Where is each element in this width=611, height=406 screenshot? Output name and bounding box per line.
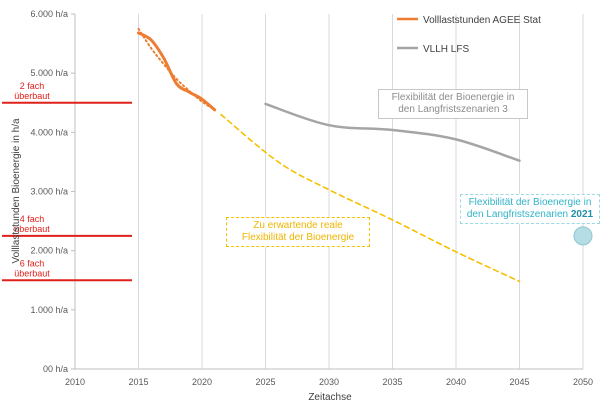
y-tick-label: 4.000 h/a (30, 127, 68, 137)
overbuild-marker-label: überbaut (14, 224, 50, 234)
x-tick-labels: 2010 2015 2020 2025 2030 2035 2040 2045 2050 (65, 377, 593, 387)
annotation-real-flexibility: Zu erwartende reale Flexibilität der Bio… (226, 217, 370, 247)
y-tick-label: 00 h/a (43, 364, 68, 374)
x-tick-label: 2040 (446, 377, 466, 387)
annotation-blue-line-2: den Langfristszenarien 2021 (464, 209, 596, 221)
overbuild-marker-label: 2 fach (20, 81, 45, 91)
legend-label-vllh: VLLH LFS (423, 44, 469, 55)
annotation-yellow-line-2: Flexibilität der Bioenergie (241, 232, 355, 243)
legend: Volllaststunden AGEE Stat VLLH LFS (397, 15, 541, 55)
x-tick-label: 2035 (382, 377, 402, 387)
annotation-blue-year: 2021 (570, 209, 594, 220)
overbuild-marker-label: überbaut (14, 91, 50, 101)
x-tick-label: 2010 (65, 377, 85, 387)
x-tick-label: 2045 (509, 377, 529, 387)
y-tick-label: 3.000 h/a (30, 187, 68, 197)
y-tick-labels: 00 h/a 1.000 h/a 2.000 h/a 3.000 h/a 4.000 h… (30, 9, 68, 374)
annotation-langfristszenarien-3: Flexibilität der Bioenergie in den Langf… (378, 89, 528, 119)
overbuild-marker-label: 6 fach (20, 258, 45, 268)
series-lines (137, 27, 521, 283)
y-tick-label: 2.000 h/a (30, 246, 68, 256)
x-axis-title: Zeitachse (308, 392, 352, 403)
x-tick-label: 2030 (319, 377, 339, 387)
grid-lines (138, 14, 584, 369)
annotation-blue-text: den Langfristszenarien (466, 209, 569, 220)
overbuild-marker-label: überbaut (14, 268, 50, 278)
annotation-grey-line-1: Flexibilität der Bioenergie in (391, 92, 515, 103)
x-tick-label: 2050 (573, 377, 593, 387)
axes (71, 13, 583, 370)
y-tick-label: 1.000 h/a (30, 305, 68, 315)
legend-label-agee: Volllaststunden AGEE Stat (423, 15, 541, 26)
y-tick-label: 6.000 h/a (30, 9, 68, 19)
annotation-blue-line-1: Flexibilität der Bioenergie in (468, 197, 592, 208)
series-agee-stat (137, 31, 217, 112)
series-vllh-lfs (264, 102, 521, 162)
annotation-grey-line-2: den Langfristszenarien 3 (398, 104, 508, 115)
y-tick-label: 5.000 h/a (30, 68, 68, 78)
series-real-flexibility (220, 113, 521, 283)
x-tick-label: 2020 (192, 377, 212, 387)
x-tick-label: 2025 (255, 377, 275, 387)
scenario-2021-point (573, 226, 593, 246)
x-tick-label: 2015 (128, 377, 148, 387)
overbuild-marker-label: 4 fach (20, 214, 45, 224)
annotation-yellow-line-1: Zu erwartende reale (253, 220, 343, 231)
series-agee-trend (137, 27, 216, 111)
y-axis-title: Volllaststunden Bioenergie in h/a (11, 118, 22, 264)
annotation-langfristszenarien-2021: Flexibilität der Bioenergie in den Langf… (460, 194, 600, 224)
